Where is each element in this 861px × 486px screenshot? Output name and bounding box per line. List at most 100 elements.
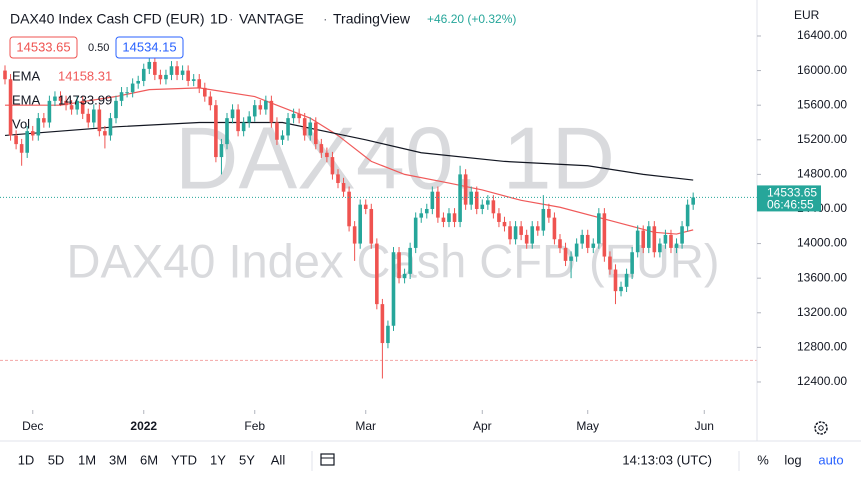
- candle-body: [524, 234, 529, 244]
- x-tick-label: Mar: [355, 419, 376, 433]
- candle-body: [474, 191, 479, 209]
- candle-body: [197, 79, 202, 88]
- candle-body: [319, 144, 324, 153]
- range-button[interactable]: 5Y: [239, 452, 255, 467]
- scale-option[interactable]: log: [784, 452, 801, 467]
- candle-body: [502, 221, 507, 227]
- separator: ·: [229, 11, 234, 27]
- candle-body: [297, 113, 301, 119]
- scale-option[interactable]: %: [757, 452, 769, 467]
- candle-body: [519, 226, 523, 235]
- indicator-value: 14733.99: [58, 92, 112, 107]
- candle-body: [47, 100, 52, 123]
- range-button[interactable]: YTD: [171, 452, 197, 467]
- candle-body: [141, 68, 146, 81]
- candle-body: [452, 213, 457, 222]
- candle-body: [69, 105, 74, 110]
- candle-body: [330, 157, 335, 175]
- candle-body: [630, 252, 634, 274]
- candle-body: [547, 208, 551, 218]
- candle-body: [436, 191, 440, 218]
- candle-body: [552, 217, 557, 240]
- candle-body: [352, 226, 357, 244]
- candle-body: [42, 118, 46, 123]
- candle-body: [391, 252, 396, 326]
- candle-body: [463, 174, 468, 205]
- y-tick-label: 13200.00: [797, 305, 847, 319]
- icon-part: [818, 425, 824, 431]
- candle-body: [236, 109, 240, 132]
- candle-body: [658, 243, 662, 253]
- x-tick-label: Dec: [22, 419, 43, 433]
- scale-option[interactable]: auto: [818, 452, 843, 467]
- ask-box[interactable]: [115, 36, 184, 59]
- candle-body: [508, 226, 512, 240]
- candle-body: [191, 79, 196, 81]
- candle-body: [447, 213, 451, 222]
- candle-body: [136, 80, 140, 84]
- candle-body: [563, 247, 568, 261]
- y-tick-label: 16000.00: [797, 63, 847, 77]
- spread: 0.50: [88, 42, 109, 54]
- y-tick-label: 14000.00: [797, 236, 847, 250]
- candle-body: [280, 135, 285, 140]
- candle-body: [325, 152, 329, 158]
- indicator-name: EMA: [12, 68, 41, 83]
- range-button[interactable]: 5D: [48, 452, 65, 467]
- candle-body: [97, 109, 102, 132]
- candle-body: [36, 118, 41, 136]
- range-button[interactable]: All: [271, 452, 286, 467]
- indicator-name: EMA: [12, 92, 41, 107]
- candle-body: [619, 286, 623, 292]
- candle-body: [19, 144, 24, 153]
- broker: VANTAGE: [239, 11, 304, 27]
- candle-body: [591, 243, 596, 248]
- y-tick-label: 12400.00: [797, 374, 847, 388]
- candle-body: [558, 239, 562, 248]
- compare-icon[interactable]: [320, 453, 335, 466]
- candle-body: [669, 234, 673, 248]
- candle-body: [491, 200, 496, 214]
- candle-body: [175, 66, 179, 75]
- candle-body: [380, 304, 385, 344]
- candle-body: [441, 217, 446, 222]
- y-tick-label: 15600.00: [797, 97, 847, 111]
- candle-body: [169, 66, 174, 75]
- candle-body: [30, 131, 35, 136]
- x-tick-label: Jun: [695, 419, 714, 433]
- candle-body: [613, 269, 618, 292]
- candle-body: [108, 118, 113, 136]
- candle-body: [424, 208, 429, 214]
- candle-body: [80, 100, 85, 114]
- candle-body: [580, 234, 584, 244]
- candle-body: [86, 113, 91, 123]
- bid-box[interactable]: [9, 36, 78, 59]
- candle-body: [208, 96, 213, 106]
- y-tick-label: 16400.00: [797, 28, 847, 42]
- range-button[interactable]: 1D: [18, 452, 35, 467]
- candle-body: [264, 100, 268, 110]
- candle-body: [114, 100, 118, 119]
- candle-body: [308, 122, 313, 136]
- watermark: DAX40, 1D: [175, 108, 615, 207]
- candle-body: [408, 247, 412, 274]
- range-button[interactable]: 3M: [109, 452, 127, 467]
- candle-body: [158, 74, 163, 80]
- candle-body: [497, 213, 501, 222]
- settings-icon[interactable]: [814, 421, 828, 435]
- range-button[interactable]: 1Y: [210, 452, 226, 467]
- clock: 14:13:03 (UTC): [622, 452, 712, 467]
- candle-body: [153, 61, 157, 75]
- candle-body: [513, 226, 518, 240]
- candle-body: [386, 325, 390, 344]
- candle-body: [541, 208, 546, 231]
- candle-body: [64, 100, 68, 106]
- candle-body: [602, 213, 607, 257]
- candle-body: [641, 230, 646, 248]
- icon-part: [814, 421, 828, 435]
- candle-body: [486, 200, 490, 205]
- range-button[interactable]: 1M: [78, 452, 96, 467]
- countdown: 06:46:55: [767, 198, 814, 212]
- range-button[interactable]: 6M: [140, 452, 158, 467]
